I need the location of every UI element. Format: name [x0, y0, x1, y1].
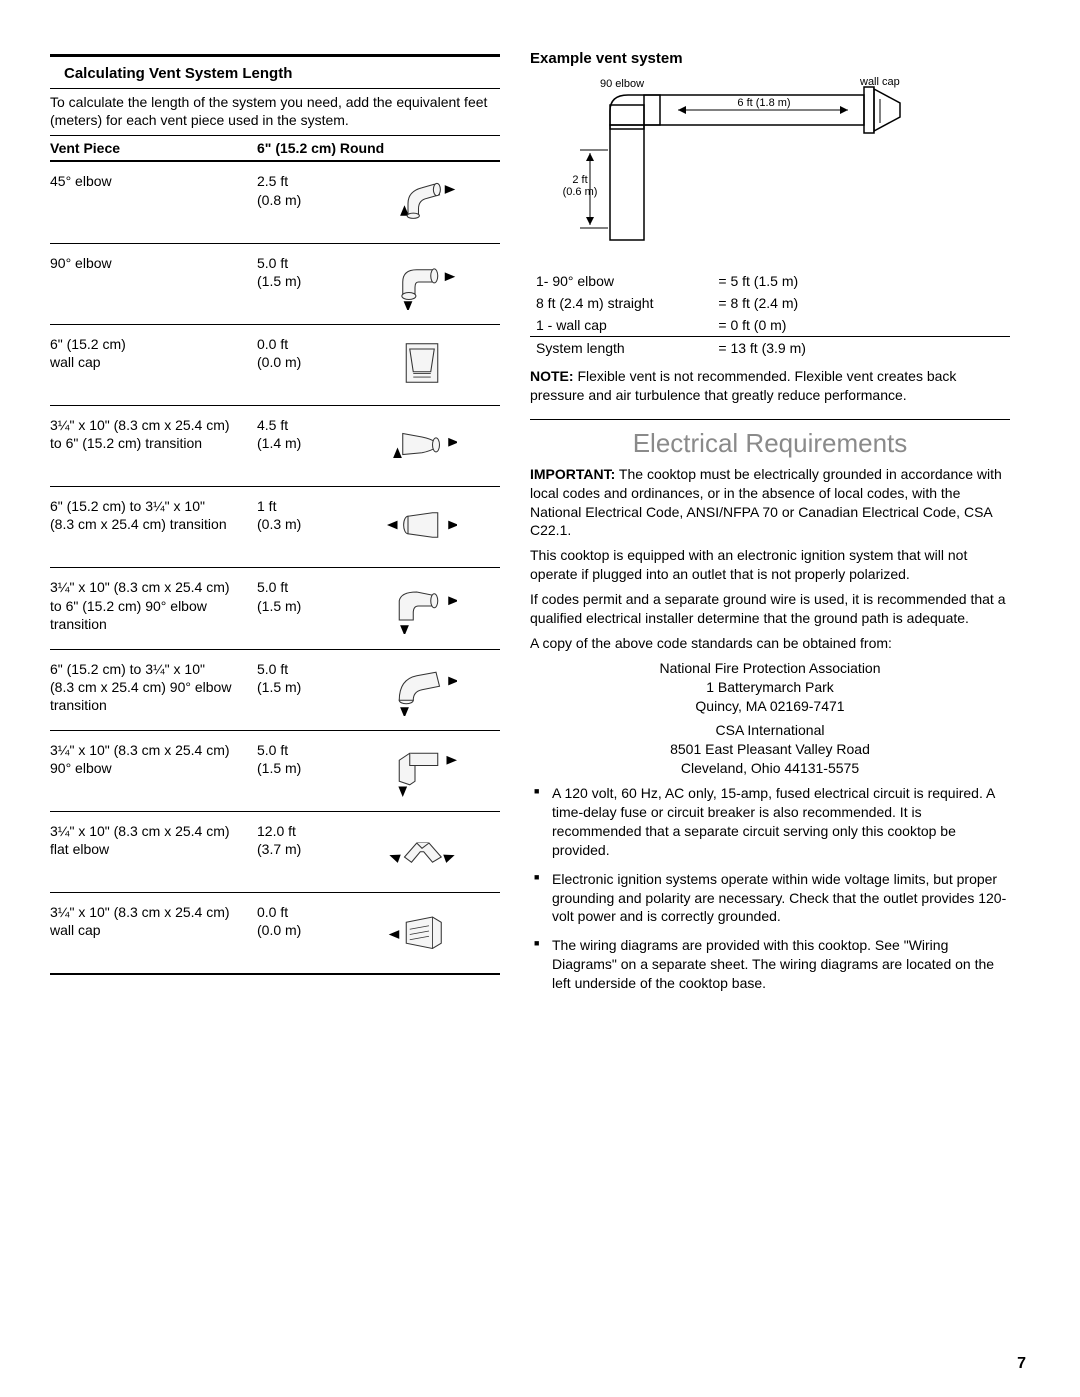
note-text: Flexible vent is not recommended. Flexib… [530, 368, 956, 403]
th-piece: Vent Piece [50, 136, 257, 162]
calc-intro: To calculate the length of the system yo… [50, 93, 500, 129]
example-row: 1 - wall cap= 0 ft (0 m) [530, 314, 1010, 337]
vent-piece: 3¼" x 10" (8.3 cm x 25.4 cm)flat elbow [50, 811, 257, 892]
dim-v2: (0.6 m) [563, 186, 598, 198]
note-bold: NOTE: [530, 368, 574, 384]
table-row: 3¼" x 10" (8.3 cm x 25.4 cm)wall cap0.0 … [50, 893, 500, 975]
vent-piece: 3¼" x 10" (8.3 cm x 25.4 cm)to 6" (15.2 … [50, 405, 257, 486]
table-row: 3¼" x 10" (8.3 cm x 25.4 cm)to 6" (15.2 … [50, 568, 500, 649]
vent-piece: 3¼" x 10" (8.3 cm x 25.4 cm)wall cap [50, 893, 257, 975]
vent-part-icon [347, 568, 500, 649]
address-2: CSA International 8501 East Pleasant Val… [530, 721, 1010, 778]
th-round: 6" (15.2 cm) Round [257, 136, 500, 162]
vent-value: 12.0 ft(3.7 m) [257, 811, 347, 892]
vent-piece: 6" (15.2 cm) to 3¼" x 10"(8.3 cm x 25.4 … [50, 487, 257, 568]
vent-part-icon [347, 405, 500, 486]
vent-piece: 3¼" x 10" (8.3 cm x 25.4 cm)90° elbow [50, 730, 257, 811]
table-row: 6" (15.2 cm) to 3¼" x 10"(8.3 cm x 25.4 … [50, 649, 500, 730]
vent-part-icon [347, 811, 500, 892]
address-1: National Fire Protection Association 1 B… [530, 659, 1010, 716]
vent-piece: 6" (15.2 cm) to 3¼" x 10"(8.3 cm x 25.4 … [50, 649, 257, 730]
calc-title: Calculating Vent System Length [50, 65, 500, 82]
vent-part-icon [347, 324, 500, 405]
vent-part-icon [347, 161, 500, 243]
dim-h: 6 ft (1.8 m) [737, 97, 790, 109]
vent-value: 5.0 ft(1.5 m) [257, 243, 347, 324]
table-row: 45° elbow2.5 ft(0.8 m) [50, 161, 500, 243]
table-row: 3¼" x 10" (8.3 cm x 25.4 cm)90° elbow5.0… [50, 730, 500, 811]
label-elbow: 90 elbow [600, 78, 644, 90]
electrical-heading: Electrical Requirements [530, 419, 1010, 459]
example-total: System length= 13 ft (3.9 m) [530, 337, 1010, 360]
vent-value: 0.0 ft(0.0 m) [257, 893, 347, 975]
vent-part-icon [347, 243, 500, 324]
example-row: 1- 90° elbow= 5 ft (1.5 m) [530, 270, 1010, 292]
table-row: 6" (15.2 cm)wall cap0.0 ft(0.0 m) [50, 324, 500, 405]
important-para: IMPORTANT: The cooktop must be electrica… [530, 465, 1010, 541]
vent-value: 5.0 ft(1.5 m) [257, 649, 347, 730]
p3: A copy of the above code standards can b… [530, 634, 1010, 653]
list-item: Electronic ignition systems operate with… [530, 870, 1010, 927]
vent-value: 5.0 ft(1.5 m) [257, 730, 347, 811]
table-row: 3¼" x 10" (8.3 cm x 25.4 cm)flat elbow12… [50, 811, 500, 892]
right-column: Example vent system 6 ft (1.8 m) [530, 50, 1010, 1003]
example-diagram: 6 ft (1.8 m) 2 ft (0.6 m) 90 elbow wall … [530, 75, 1010, 258]
vent-table: Vent Piece 6" (15.2 cm) Round 45° elbow2… [50, 135, 500, 975]
vent-value: 2.5 ft(0.8 m) [257, 161, 347, 243]
vent-piece: 90° elbow [50, 243, 257, 324]
example-table: 1- 90° elbow= 5 ft (1.5 m)8 ft (2.4 m) s… [530, 270, 1010, 359]
example-row: 8 ft (2.4 m) straight= 8 ft (2.4 m) [530, 292, 1010, 314]
page-number: 7 [1017, 1355, 1026, 1373]
p1: This cooktop is equipped with an electro… [530, 546, 1010, 584]
vent-value: 1 ft(0.3 m) [257, 487, 347, 568]
table-row: 6" (15.2 cm) to 3¼" x 10"(8.3 cm x 25.4 … [50, 487, 500, 568]
important-bold: IMPORTANT: [530, 466, 615, 482]
table-row: 3¼" x 10" (8.3 cm x 25.4 cm)to 6" (15.2 … [50, 405, 500, 486]
vent-value: 4.5 ft(1.4 m) [257, 405, 347, 486]
vent-part-icon [347, 649, 500, 730]
vent-piece: 6" (15.2 cm)wall cap [50, 324, 257, 405]
p2: If codes permit and a separate ground wi… [530, 590, 1010, 628]
note: NOTE: Flexible vent is not recommended. … [530, 367, 1010, 405]
vent-part-icon [347, 730, 500, 811]
label-wallcap: wall cap [859, 76, 900, 88]
bullet-list: A 120 volt, 60 Hz, AC only, 15-amp, fuse… [530, 784, 1010, 993]
vent-part-icon [347, 487, 500, 568]
table-row: 90° elbow5.0 ft(1.5 m) [50, 243, 500, 324]
example-title: Example vent system [530, 50, 1010, 67]
vent-value: 0.0 ft(0.0 m) [257, 324, 347, 405]
list-item: The wiring diagrams are provided with th… [530, 936, 1010, 993]
vent-part-icon [347, 893, 500, 975]
dim-v1: 2 ft [572, 174, 587, 186]
left-column: Calculating Vent System Length To calcul… [50, 50, 500, 1003]
vent-value: 5.0 ft(1.5 m) [257, 568, 347, 649]
vent-piece: 45° elbow [50, 161, 257, 243]
vent-piece: 3¼" x 10" (8.3 cm x 25.4 cm)to 6" (15.2 … [50, 568, 257, 649]
list-item: A 120 volt, 60 Hz, AC only, 15-amp, fuse… [530, 784, 1010, 860]
